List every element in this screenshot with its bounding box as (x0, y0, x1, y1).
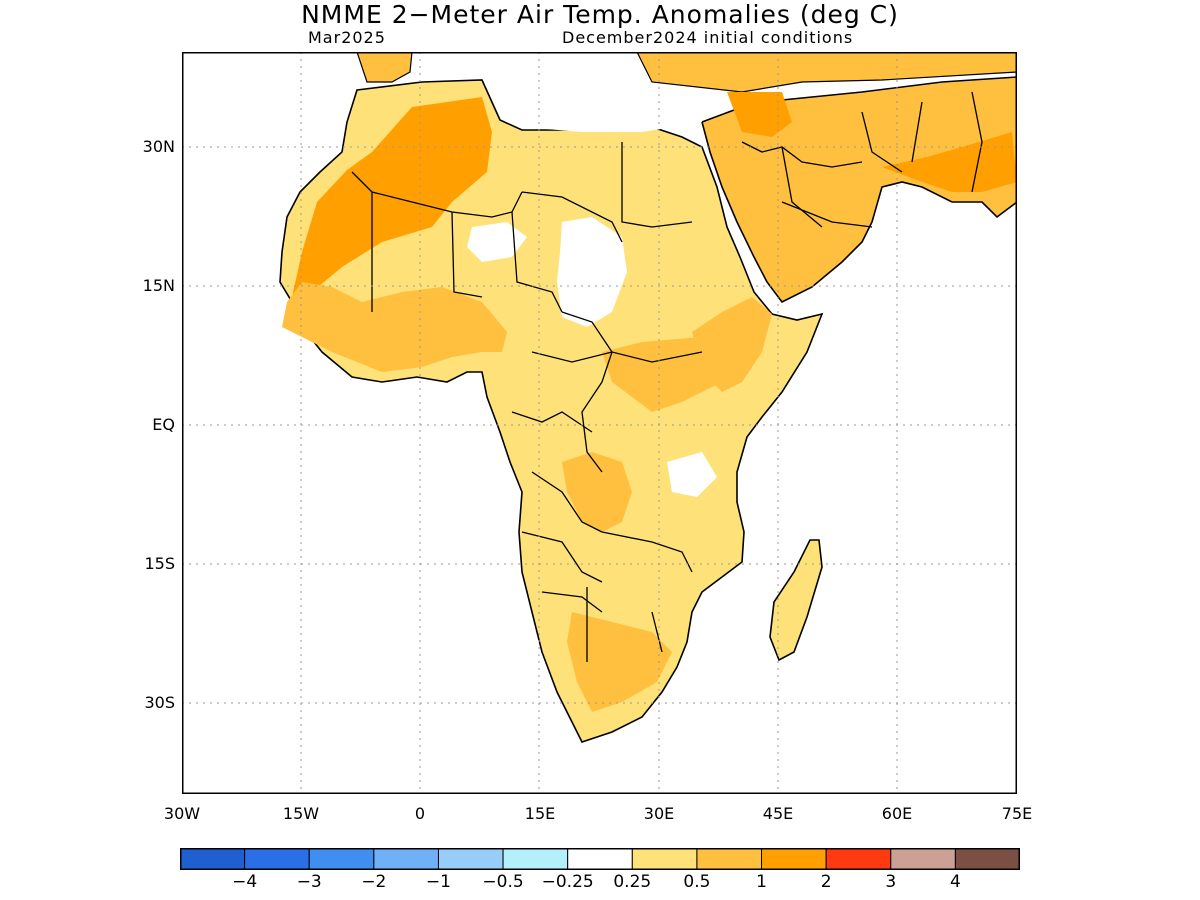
colorbar-label: 0.25 (613, 872, 652, 892)
colorbar-swatch (890, 847, 956, 871)
colorbar-label: 0.5 (683, 872, 711, 892)
lat-label-eq: EQ (152, 415, 175, 434)
colorbar-label: 4 (949, 872, 961, 892)
forecast-month: Mar2025 (308, 28, 386, 47)
colorbar-label: −4 (232, 872, 258, 892)
colorbar-label: 3 (885, 872, 897, 892)
africa-landmass (279, 79, 824, 743)
colorbar-swatch (179, 847, 246, 871)
colorbar-swatch (308, 847, 375, 871)
lon-label-0: 0 (414, 804, 426, 823)
lon-label-15w: 15W (282, 804, 320, 823)
initial-conditions-label: December2024 initial conditions (562, 28, 854, 47)
colorbar-label: 2 (820, 872, 832, 892)
map-title: NMME 2−Meter Air Temp. Anomalies (deg C) (301, 0, 899, 29)
colorbar-swatch (244, 847, 310, 871)
colorbar-swatch (761, 847, 827, 871)
colorbar-swatch (696, 847, 763, 871)
colorbar-swatch (825, 847, 892, 871)
lat-label-30n: 30N (142, 137, 175, 156)
colorbar-swatch (502, 847, 569, 871)
colorbar (179, 847, 1021, 871)
lon-label-30e: 30E (643, 804, 675, 823)
colorbar-swatch (373, 847, 439, 871)
anomaly-map (182, 52, 1017, 794)
colorbar-swatch (631, 847, 698, 871)
colorbar-swatch (567, 847, 633, 871)
colorbar-label: 1 (756, 872, 767, 892)
lat-label-30s: 30S (144, 693, 175, 712)
colorbar-label: −3 (296, 872, 322, 892)
lon-label-30w: 30W (163, 804, 201, 823)
colorbar-swatch (437, 847, 504, 871)
lat-label-15s: 15S (144, 554, 175, 573)
lon-label-60e: 60E (881, 804, 913, 823)
colorbar-swatch (954, 847, 1021, 871)
madagascar (769, 539, 823, 662)
colorbar-label: −0.5 (482, 872, 524, 892)
lon-label-45e: 45E (762, 804, 794, 823)
lon-label-75e: 75E (1001, 804, 1033, 823)
arabia-landmass (701, 76, 1017, 304)
colorbar-label: −0.25 (541, 872, 594, 892)
lat-label-15n: 15N (142, 276, 175, 295)
colorbar-label: −1 (425, 872, 451, 892)
colorbar-label: −2 (361, 872, 387, 892)
lon-label-15e: 15E (524, 804, 556, 823)
